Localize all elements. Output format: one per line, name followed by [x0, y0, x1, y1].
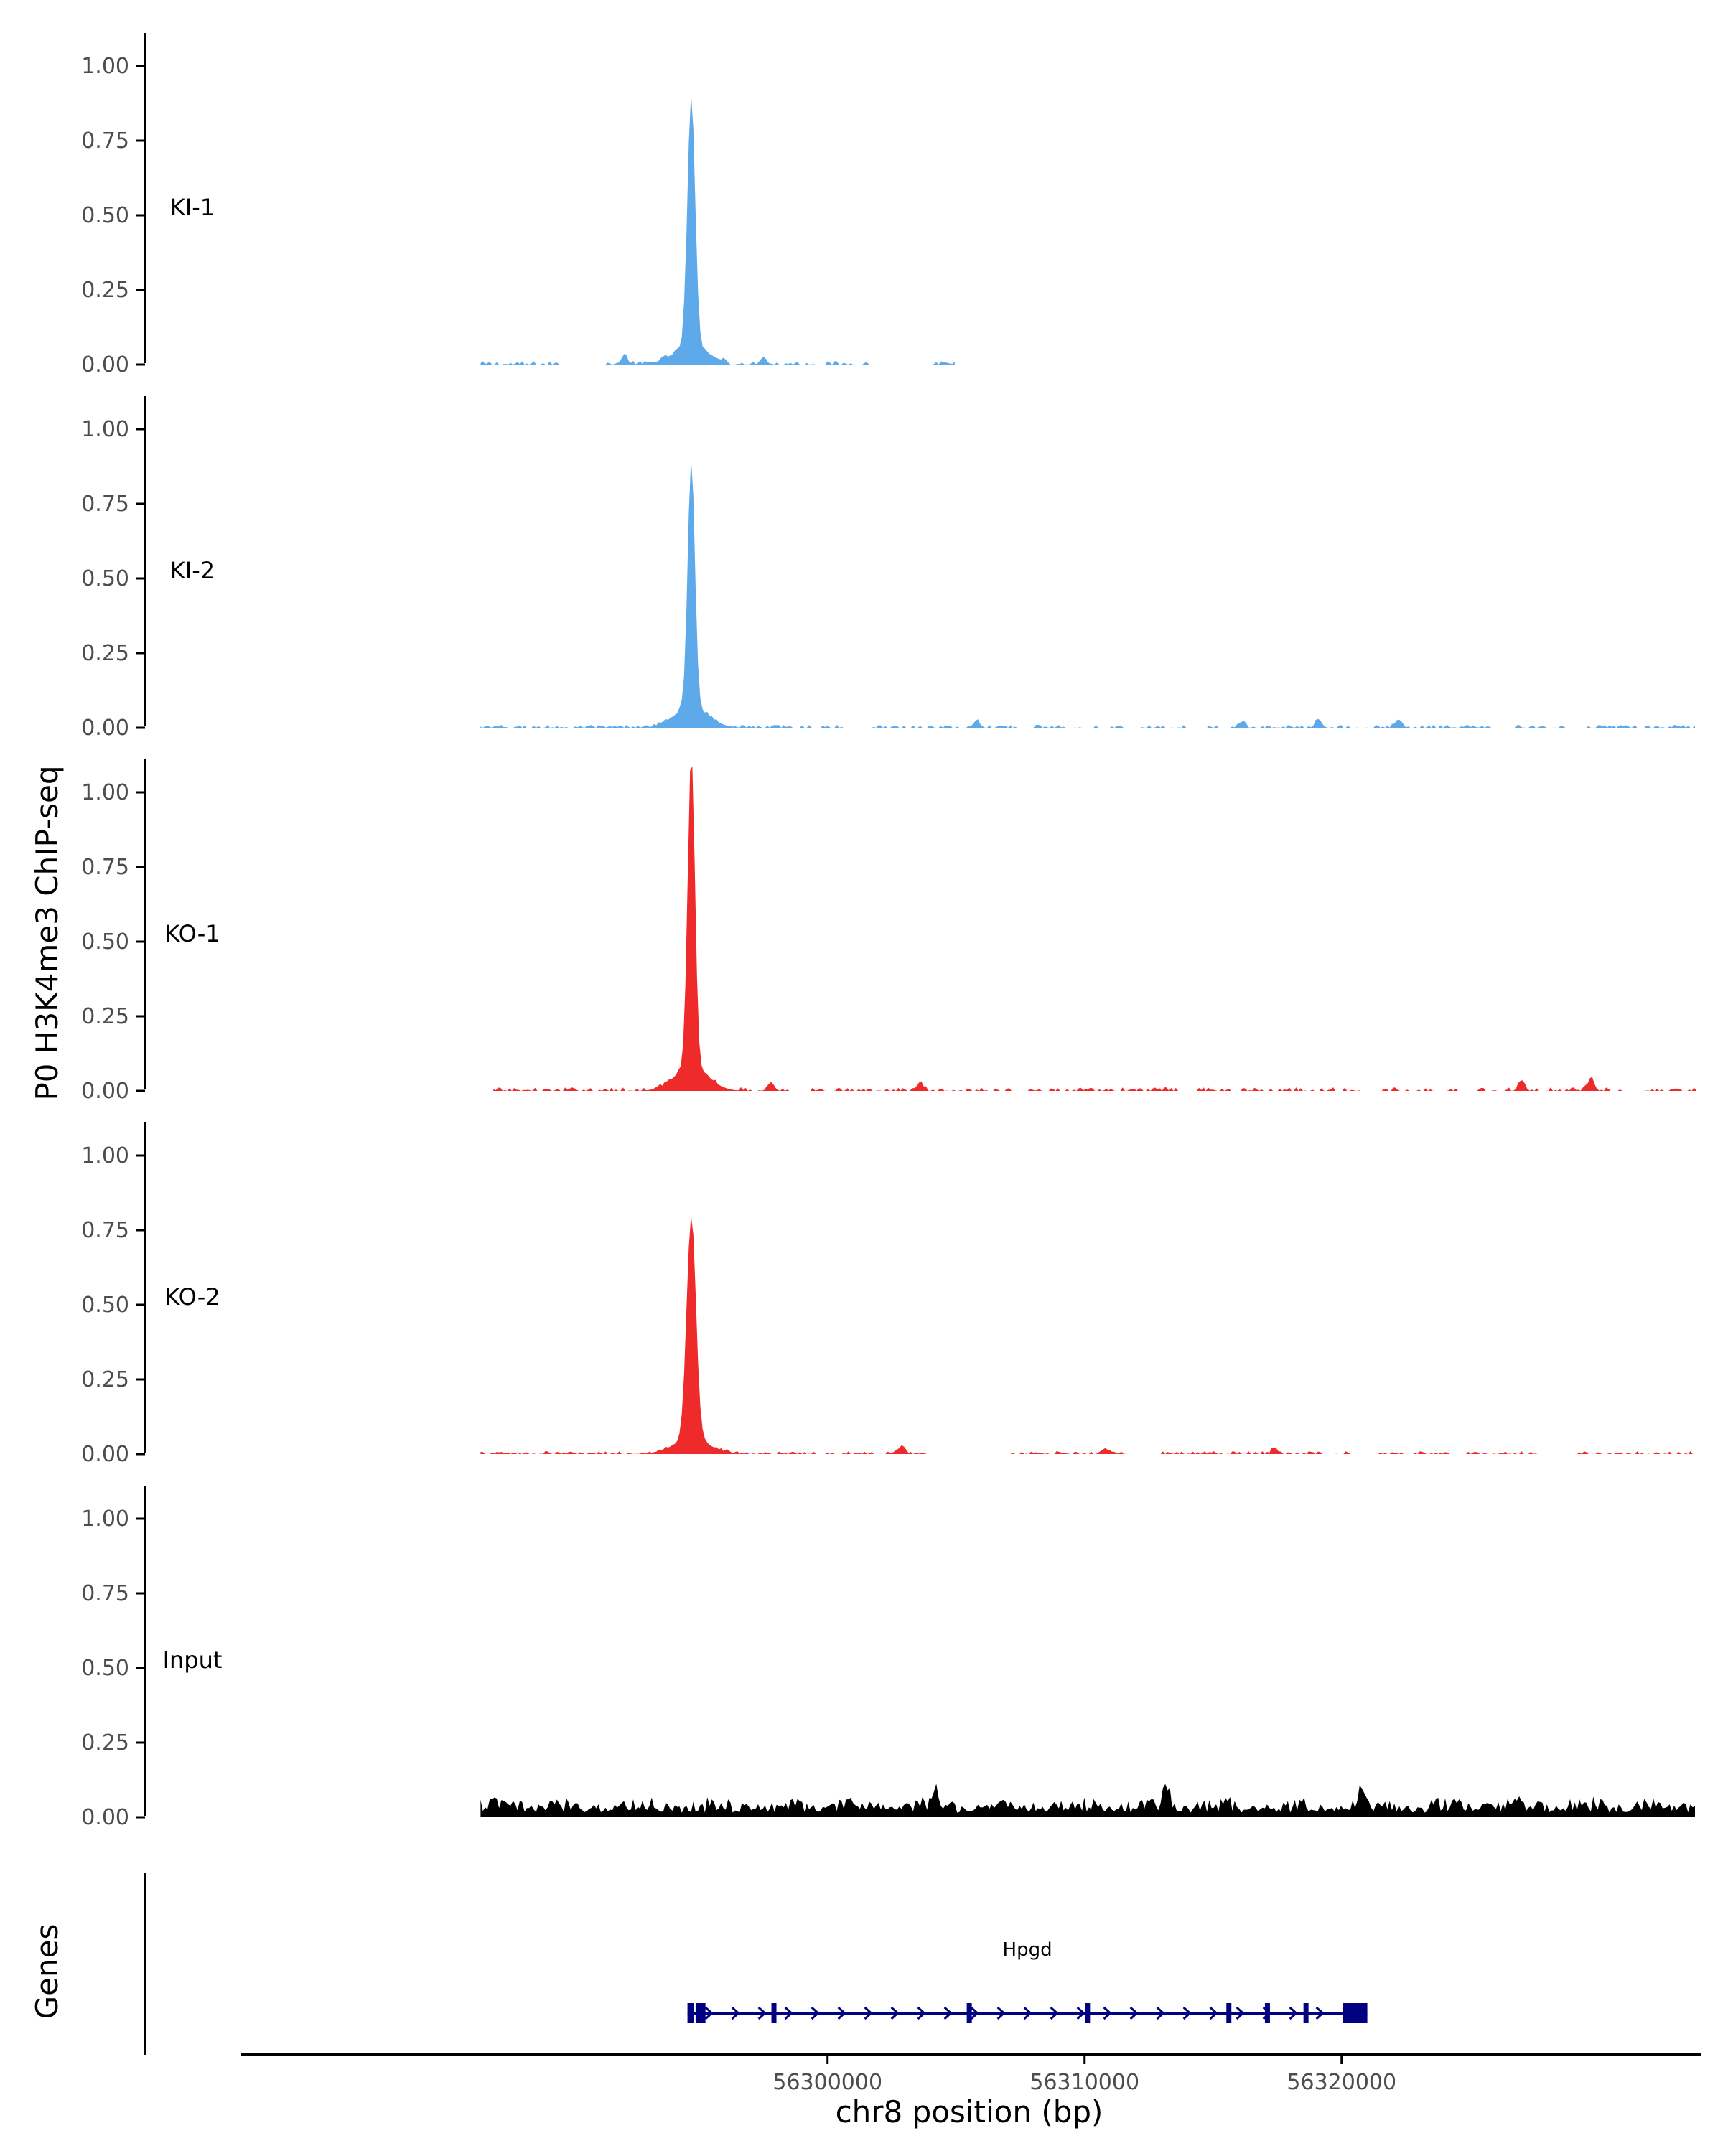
y-tick-label: 1.00 [81, 417, 129, 442]
track-input: 0.00 0.25 0.50 0.75 1.00 Input [81, 1486, 1695, 1830]
strand-arrow [1315, 2006, 1325, 2020]
y-tick-label: 1.00 [81, 54, 129, 79]
coverage-area-ki-2 [480, 458, 1695, 728]
strand-arrow [757, 2006, 767, 2020]
y-tick-label: 0.00 [81, 1079, 129, 1104]
y-tick-label: 0.25 [81, 1730, 129, 1756]
gene-exon [1303, 2003, 1309, 2023]
strand-arrow [970, 2006, 979, 2020]
y-tick-label: 0.25 [81, 1367, 129, 1392]
track-label: KO-2 [164, 1283, 220, 1311]
gene-exon [966, 2003, 972, 2023]
track-ki-1: 0.00 0.25 0.50 0.75 1.00 KI-1 [81, 33, 955, 378]
track-ki-2: 0.00 0.25 0.50 0.75 1.00 KI-2 [81, 396, 1695, 741]
strand-arrow [1156, 2006, 1165, 2020]
track-ko-1: 0.00 0.25 0.50 0.75 1.00 KO-1 [81, 759, 1696, 1104]
y-tick-label: 1.00 [81, 1143, 129, 1168]
y-tick-label: 0.75 [81, 855, 129, 880]
y-tick-label: 0.50 [81, 566, 129, 591]
gene-exon [1226, 2003, 1232, 2023]
y-tick-label: 1.00 [81, 780, 129, 805]
strand-arrow [1236, 2006, 1245, 2020]
strand-arrow [1182, 2006, 1192, 2020]
strand-arrow [864, 2006, 873, 2020]
y-tick-label: 0.25 [81, 641, 129, 666]
y-axis-title: P0 H3K4me3 ChIP-seq [29, 765, 65, 1100]
strand-arrow [917, 2006, 926, 2020]
y-tick-label: 0.50 [81, 929, 129, 955]
y-tick-label: 0.00 [81, 716, 129, 741]
strand-arrow [1103, 2006, 1112, 2020]
strand-arrow [1129, 2006, 1139, 2020]
gene-block [700, 2003, 706, 2023]
strand-arrow [1289, 2006, 1298, 2020]
x-tick-label: 56320000 [1287, 2070, 1396, 2095]
strand-arrow [1050, 2006, 1059, 2020]
y-tick-label: 0.75 [81, 492, 129, 517]
tracks-layer: 0.00 0.25 0.50 0.75 1.00 KI-1 0.00 0.25 0.50 0.75… [81, 33, 1696, 1830]
strand-arrow [890, 2006, 900, 2020]
coverage-area-ko-2 [480, 1215, 1695, 1454]
x-axis-title: chr8 position (bp) [836, 2094, 1103, 2129]
strand-arrow [784, 2006, 793, 2020]
x-tick-label: 56300000 [772, 2070, 882, 2095]
gene-block [1343, 2003, 1368, 2023]
strand-arrow [731, 2006, 740, 2020]
y-tick-label: 0.00 [81, 1805, 129, 1830]
x-axis: 56300000 56310000 56320000 [241, 2053, 1701, 2095]
gene-block [687, 2003, 694, 2023]
x-tick-label: 56310000 [1029, 2070, 1139, 2095]
gene-track-title: Genes [29, 1924, 65, 2020]
strand-arrow [1076, 2006, 1085, 2020]
y-tick-label: 0.00 [81, 352, 129, 378]
y-tick-label: 0.50 [81, 1656, 129, 1681]
gene-exon [1264, 2003, 1270, 2023]
coverage-area-input [480, 1784, 1695, 1817]
strand-arrow [996, 2006, 1006, 2020]
track-label: Input [163, 1646, 223, 1674]
strand-arrow [811, 2006, 820, 2020]
y-tick-label: 0.25 [81, 278, 129, 303]
y-tick-label: 0.75 [81, 128, 129, 154]
track-ko-2: 0.00 0.25 0.50 0.75 1.00 KO-2 [81, 1122, 1695, 1467]
gene-exon [771, 2003, 777, 2023]
coverage-area-ko-1 [493, 766, 1696, 1091]
track-label: KO-1 [164, 920, 220, 947]
coverage-area-ki-1 [480, 93, 955, 365]
y-tick-label: 0.75 [81, 1218, 129, 1243]
gene-exon [1085, 2003, 1091, 2023]
y-tick-label: 0.50 [81, 203, 129, 228]
y-tick-label: 0.75 [81, 1581, 129, 1606]
strand-arrow [837, 2006, 846, 2020]
y-tick-label: 1.00 [81, 1506, 129, 1532]
strand-arrow [1023, 2006, 1032, 2020]
gene-track: Hpgd [144, 1873, 1368, 2055]
track-label: KI-2 [170, 557, 215, 584]
gene-name-label: Hpgd [1003, 1939, 1052, 1961]
y-tick-label: 0.50 [81, 1293, 129, 1318]
y-tick-label: 0.25 [81, 1004, 129, 1029]
strand-arrow [1209, 2006, 1218, 2020]
y-tick-label: 0.00 [81, 1442, 129, 1467]
gene-exon [695, 2003, 701, 2023]
strand-arrow [943, 2006, 953, 2020]
track-label: KI-1 [170, 194, 215, 221]
strand-arrow [704, 2006, 714, 2020]
